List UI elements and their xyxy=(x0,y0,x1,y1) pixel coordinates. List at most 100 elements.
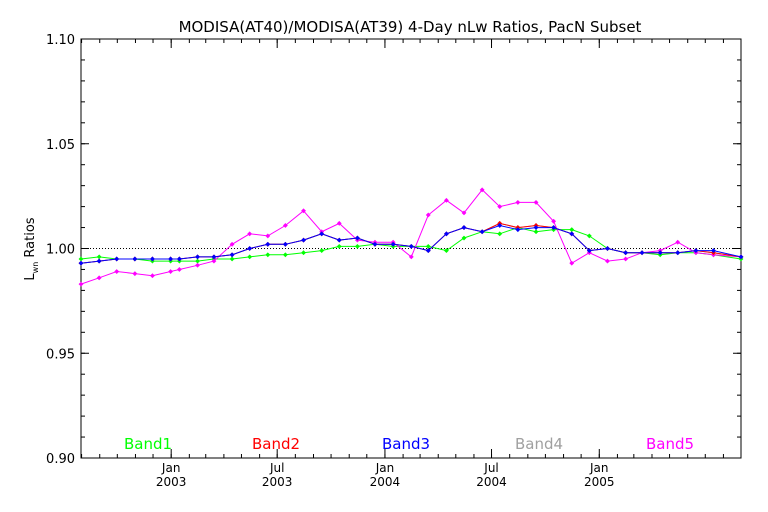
data-point-band3 xyxy=(497,223,503,228)
data-point-band3 xyxy=(132,256,138,262)
data-point-band3 xyxy=(479,229,485,235)
y-tick-label: 1.10 xyxy=(46,33,75,48)
legend-item-band1: Band1 xyxy=(124,435,172,453)
x-tick-label-year: 2004 xyxy=(370,475,401,489)
data-point-band3 xyxy=(693,248,699,254)
series-band3 xyxy=(78,223,744,266)
data-point-band1 xyxy=(336,243,342,249)
y-axis-label-sub: wn xyxy=(31,262,40,274)
data-point-band3 xyxy=(461,225,467,230)
data-point-band3 xyxy=(390,241,396,247)
data-point-band3 xyxy=(176,256,182,262)
data-point-band5 xyxy=(533,199,539,205)
data-point-band3 xyxy=(639,250,645,256)
y-axis: 0.90 0.95 1.00 1.05 1.10 xyxy=(46,33,741,467)
data-point-band3 xyxy=(336,237,342,243)
data-point-band3 xyxy=(605,246,610,251)
data-point-band5 xyxy=(444,197,449,203)
legend-item-band2: Band2 xyxy=(252,435,300,453)
y-tick-label: 1.00 xyxy=(46,243,75,258)
legend-item-band3: Band3 xyxy=(382,435,430,453)
x-tick-label-year: 2005 xyxy=(584,475,615,489)
x-tick-label-year: 2004 xyxy=(476,475,507,489)
data-point-band3 xyxy=(282,241,288,247)
data-point-band5 xyxy=(78,281,84,287)
data-point-band5 xyxy=(569,260,575,266)
data-point-band1 xyxy=(229,256,235,262)
data-point-band3 xyxy=(738,254,744,260)
data-point-band1 xyxy=(247,254,253,260)
legend-item-band4: Band4 xyxy=(515,435,563,453)
series-band5 xyxy=(78,187,744,287)
data-point-band3 xyxy=(551,225,557,230)
data-point-band1 xyxy=(497,231,503,237)
data-point-band5 xyxy=(168,269,174,274)
data-point-band3 xyxy=(265,241,271,247)
data-point-band5 xyxy=(247,231,253,237)
data-point-band5 xyxy=(479,187,485,193)
x-tick-label-year: 2003 xyxy=(156,475,187,489)
svg-text:Lwn Ratios: Lwn Ratios xyxy=(23,217,40,280)
y-tick-label: 0.95 xyxy=(46,347,75,362)
data-point-band3 xyxy=(425,248,431,254)
data-point-band1 xyxy=(533,229,539,235)
data-point-band5 xyxy=(114,269,120,274)
data-point-band1 xyxy=(319,248,325,254)
data-point-band1 xyxy=(96,254,102,260)
data-point-band5 xyxy=(282,223,288,228)
x-tick-label-month: Jan xyxy=(589,461,609,475)
data-point-band3 xyxy=(247,246,253,251)
data-point-band1 xyxy=(586,233,592,239)
data-point-band1 xyxy=(78,256,84,262)
chart-title: MODISA(AT40)/MODISA(AT39) 4-Day nLw Rati… xyxy=(179,18,642,36)
data-point-band3 xyxy=(195,254,200,260)
data-point-band3 xyxy=(569,231,575,237)
data-point-band3 xyxy=(408,243,414,249)
data-point-band3 xyxy=(515,227,521,233)
data-point-band3 xyxy=(96,258,102,264)
legend-item-band5: Band5 xyxy=(646,435,694,453)
y-axis-label-rest: Ratios xyxy=(23,217,38,262)
x-tick-label-month: Jul xyxy=(269,461,284,475)
y-axis-label: Lwn Ratios xyxy=(23,217,40,280)
data-point-band1 xyxy=(354,243,360,249)
data-point-band5 xyxy=(675,239,681,245)
data-point-band3 xyxy=(675,250,681,256)
data-point-band1 xyxy=(282,252,288,258)
data-point-band5 xyxy=(301,208,306,214)
data-point-band1 xyxy=(461,235,467,241)
data-point-band5 xyxy=(623,256,629,262)
data-point-band3 xyxy=(444,231,449,237)
data-point-band3 xyxy=(114,256,120,262)
data-point-band5 xyxy=(150,273,155,279)
data-point-band3 xyxy=(586,248,592,254)
data-point-band5 xyxy=(425,212,431,218)
data-point-band3 xyxy=(78,260,84,266)
data-point-band5 xyxy=(211,258,217,264)
data-point-band1 xyxy=(444,248,449,254)
data-point-band3 xyxy=(623,250,629,256)
data-point-band5 xyxy=(551,218,557,224)
data-point-band5 xyxy=(497,204,503,210)
series-line-band5 xyxy=(80,189,742,285)
data-point-band3 xyxy=(211,254,217,260)
data-point-band3 xyxy=(168,256,174,262)
data-point-band1 xyxy=(569,227,575,233)
data-point-band1 xyxy=(301,250,306,256)
x-tick-label-month: Jul xyxy=(483,461,498,475)
data-point-band3 xyxy=(150,256,155,262)
data-point-band5 xyxy=(195,262,200,268)
y-axis-label-main: L xyxy=(23,273,38,281)
x-tick-label-month: Jan xyxy=(375,461,395,475)
legend: Band1 Band2 Band3 Band4 Band5 xyxy=(124,435,694,453)
data-point-band1 xyxy=(265,252,271,258)
data-point-band3 xyxy=(354,235,360,241)
data-point-band1 xyxy=(425,243,431,249)
y-tick-label: 0.90 xyxy=(46,452,75,467)
data-point-band3 xyxy=(533,225,539,230)
data-point-band5 xyxy=(96,275,102,281)
data-point-band1 xyxy=(195,258,200,264)
data-point-band3 xyxy=(301,237,306,243)
data-point-band5 xyxy=(176,267,182,272)
